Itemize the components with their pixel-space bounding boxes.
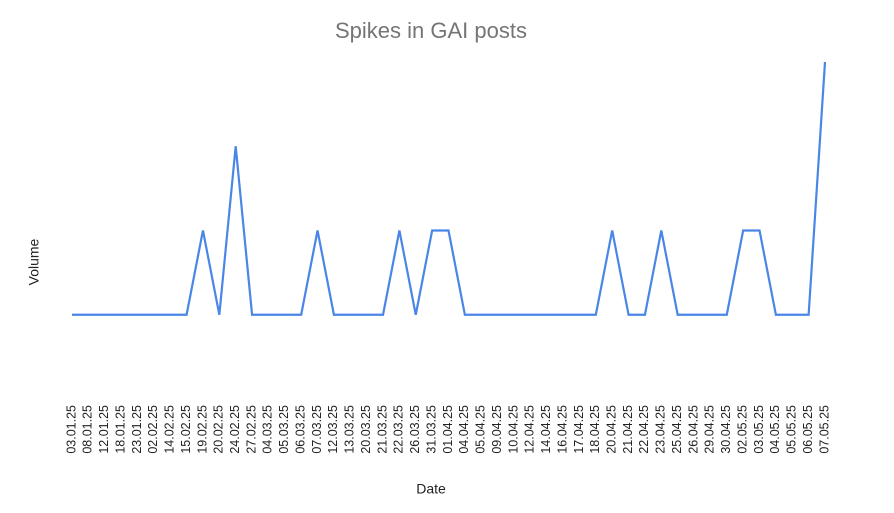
x-tick-label: 22.04.25 [637,405,651,454]
x-tick-label: 10.04.25 [506,405,520,454]
x-tick-label: 07.05.25 [817,405,831,454]
x-tick-label: 04.03.25 [261,405,275,454]
x-tick-label: 03.05.25 [752,405,766,454]
x-tick-label: 18.04.25 [588,405,602,454]
x-tick-label: 20.04.25 [604,405,618,454]
x-tick-label: 14.04.25 [539,405,553,454]
x-tick-label: 22.03.25 [392,405,406,454]
x-tick-label: 02.05.25 [735,405,749,454]
x-tick-label: 06.05.25 [801,405,815,454]
x-tick-label: 09.04.25 [490,405,504,454]
x-tick-label: 12.04.25 [523,405,537,454]
x-tick-label: 21.04.25 [621,405,635,454]
x-tick-label: 16.04.25 [555,405,569,454]
x-tick-label: 18.01.25 [113,405,127,454]
x-axis-label: Date [416,481,446,497]
x-tick-label: 24.02.25 [228,405,242,454]
x-tick-label: 13.03.25 [343,405,357,454]
x-tick-label: 05.04.25 [474,405,488,454]
x-tick-label: 05.05.25 [785,405,799,454]
y-axis-label: Volume [26,238,42,285]
x-tick-label: 23.04.25 [654,405,668,454]
x-tick-label: 29.04.25 [703,405,717,454]
x-tick-label: 04.04.25 [457,405,471,454]
x-tick-label: 05.03.25 [277,405,291,454]
x-tick-label: 12.03.25 [326,405,340,454]
x-tick-label: 30.04.25 [719,405,733,454]
x-tick-label: 03.01.25 [64,405,78,454]
chart-title: Spikes in GAI posts [335,18,527,43]
x-tick-label: 27.02.25 [244,405,258,454]
x-tick-label: 12.01.25 [97,405,111,454]
x-tick-label: 06.03.25 [293,405,307,454]
x-tick-label: 26.03.25 [408,405,422,454]
x-tick-label: 17.04.25 [572,405,586,454]
x-tick-label: 15.02.25 [179,405,193,454]
x-tick-label: 07.03.25 [310,405,324,454]
x-tick-label: 25.04.25 [670,405,684,454]
line-series [72,61,827,316]
x-tick-label: 14.02.25 [163,405,177,454]
x-tick-label: 21.03.25 [375,405,389,454]
x-tick-label: 02.02.25 [146,405,160,454]
x-tick-label: 26.04.25 [686,405,700,454]
x-tick-label: 19.02.25 [195,405,209,454]
x-tick-label: 20.02.25 [212,405,226,454]
x-tick-label: 20.03.25 [359,405,373,454]
x-tick-label: 08.01.25 [81,405,95,454]
x-tick-label: 04.05.25 [768,405,782,454]
x-tick-label: 23.01.25 [130,405,144,454]
x-tick-label: 01.04.25 [441,405,455,454]
x-tick-label: 31.03.25 [424,405,438,454]
